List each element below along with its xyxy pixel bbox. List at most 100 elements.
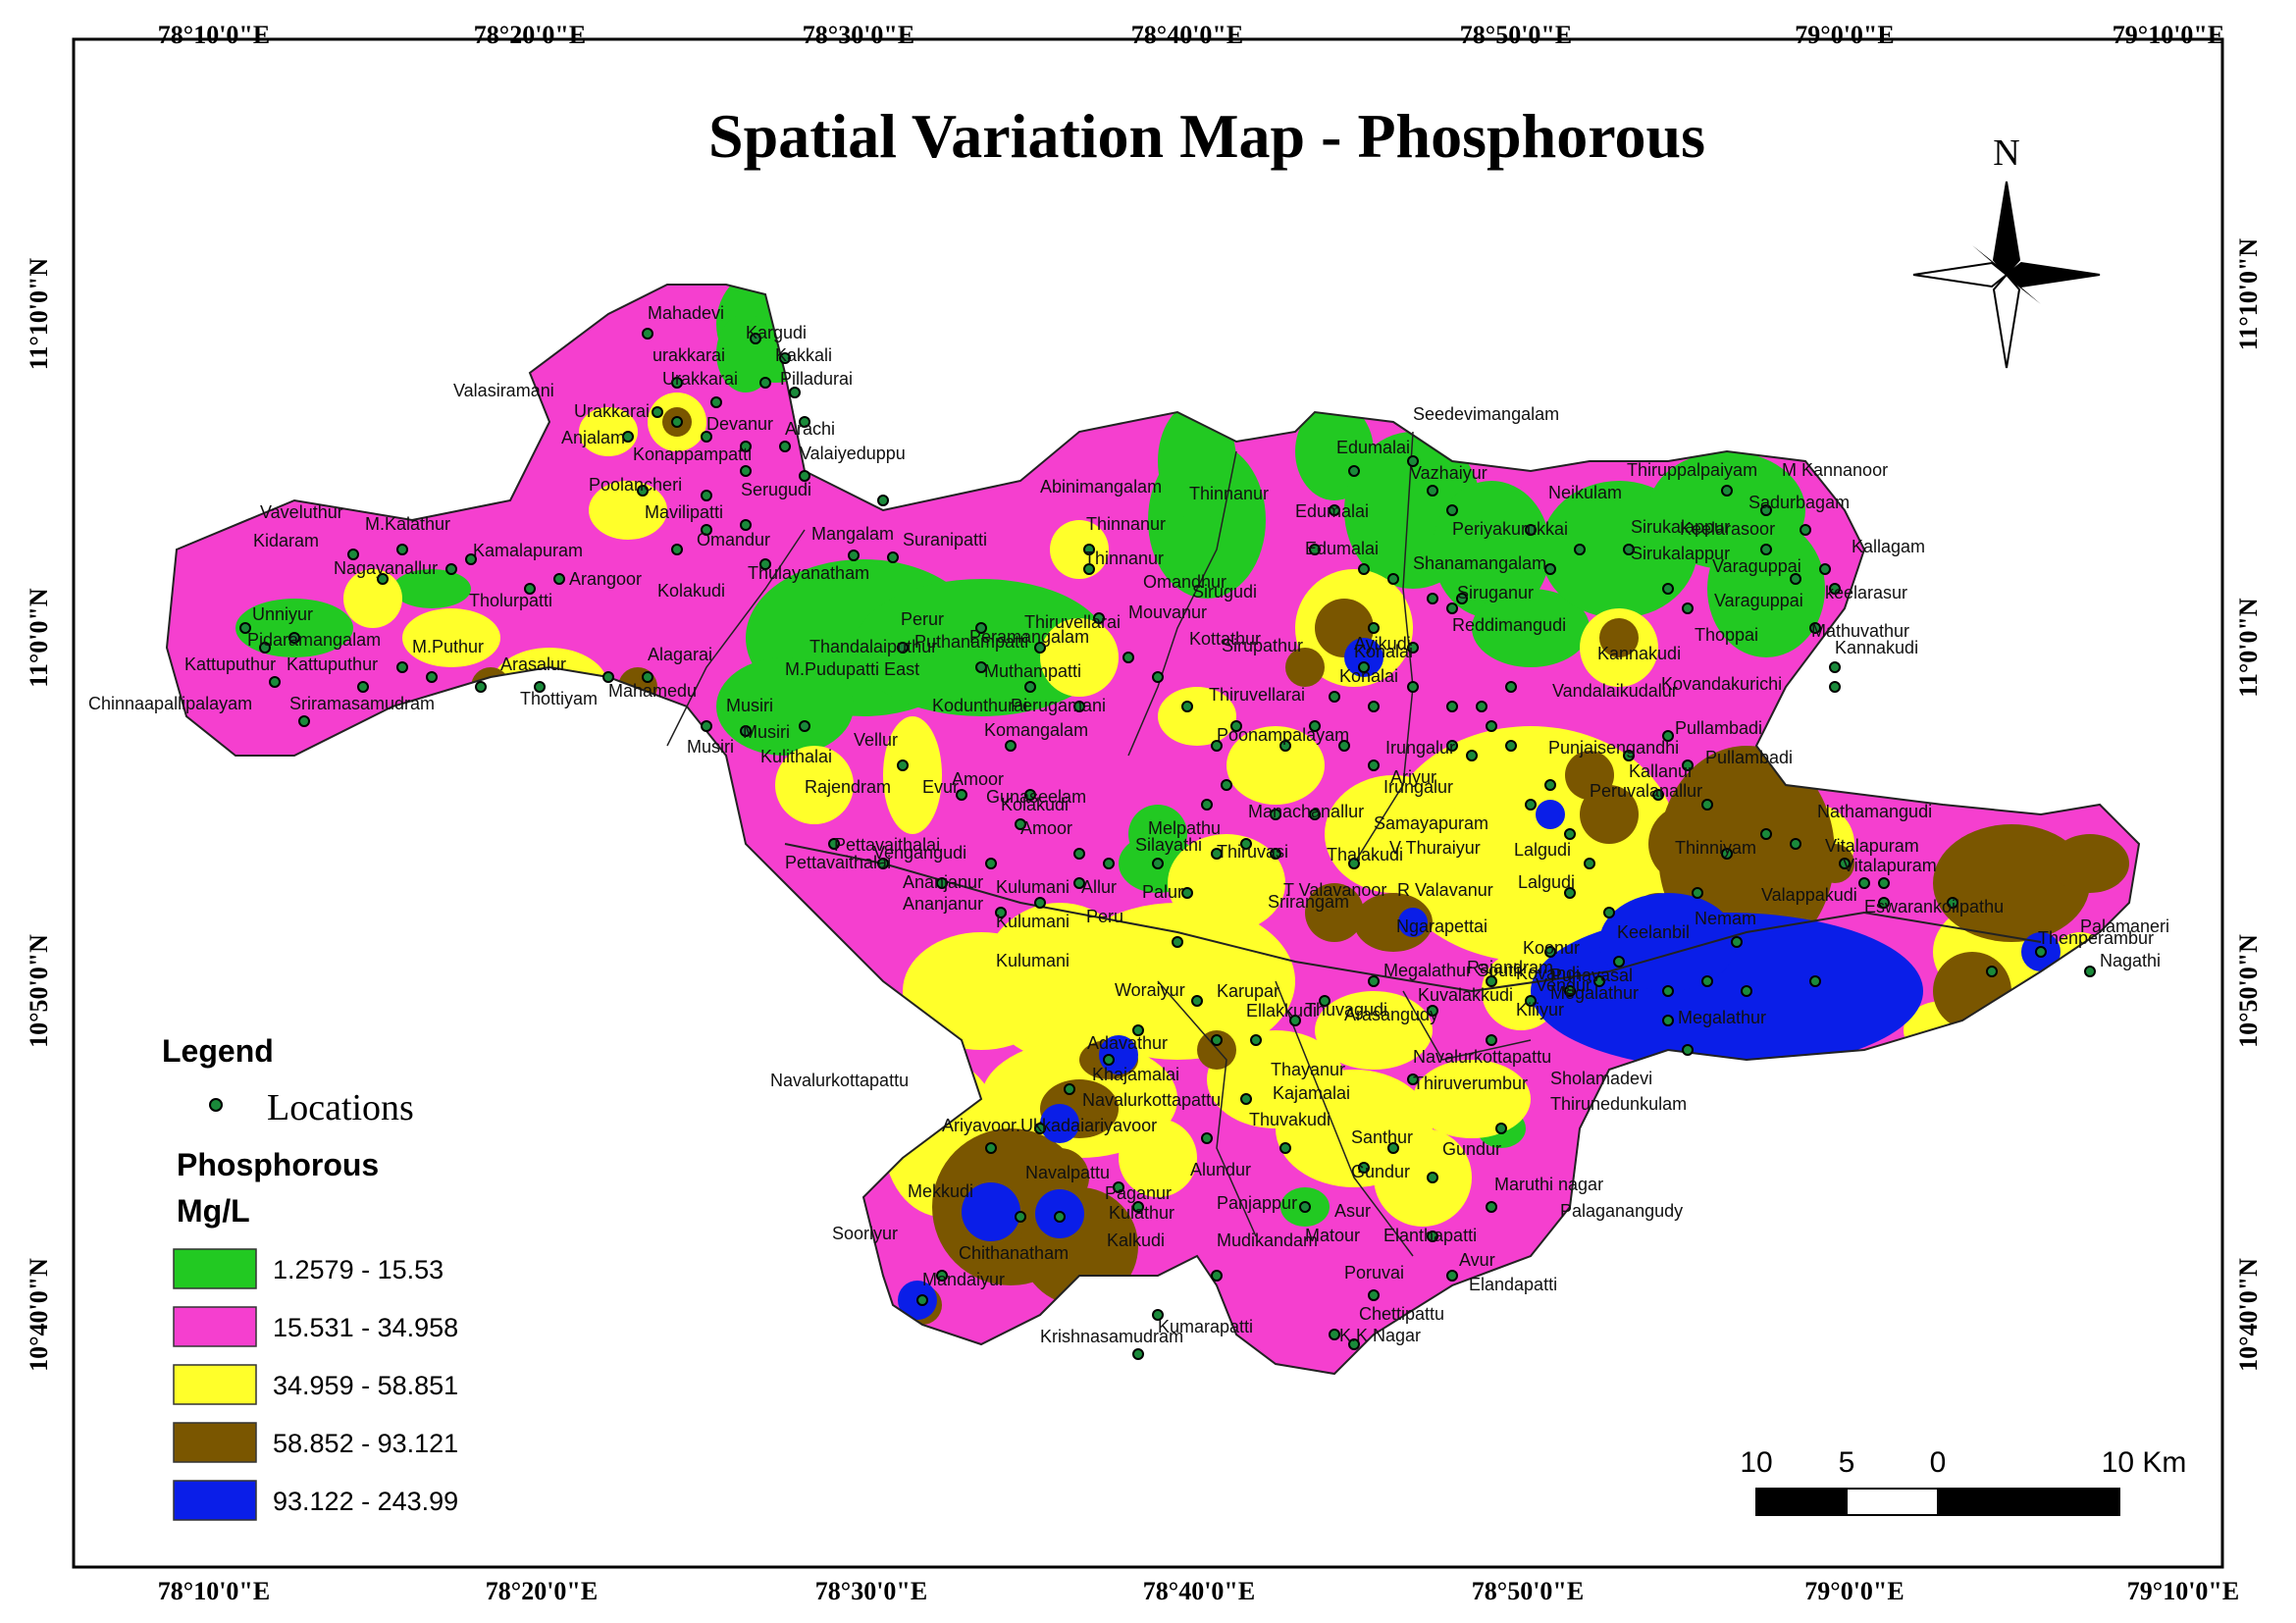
location-point [779,441,791,452]
location-point [877,858,889,869]
place-label: Amoor [1020,818,1072,838]
location-point [553,573,565,585]
place-label: Ariyavoor.Ukkadaiariyavoor [942,1116,1157,1135]
place-label: Periyakurukkai [1452,519,1568,539]
legend-locations-label: Locations [267,1087,414,1128]
place-label: Keelarasoor [1680,519,1775,539]
place-label: Paganur [1105,1183,1172,1203]
location-point [1525,799,1537,811]
place-label: Musiri [743,722,790,742]
class-1-zones [235,285,1825,1227]
place-label: Mahamedu [608,681,697,701]
north-label: N [1993,132,2019,174]
location-point [671,416,683,428]
place-label: Sadurbagam [1748,493,1850,512]
place-label: Amoor [952,769,1004,789]
place-label: Mandaiyur [922,1270,1005,1289]
place-label: Nagathi [2100,951,2161,970]
river-line [784,843,2042,993]
location-point [1652,789,1664,801]
place-label: V Thuraiyur [1389,838,1481,858]
place-label: Palamaneri [2080,916,2169,936]
place-label: Ananjanur [903,872,983,892]
place-label: Avur [1459,1250,1495,1270]
location-point [1427,1172,1438,1183]
location-point [936,1270,948,1282]
coord-bottom-label: 78°50'0"E [1472,1577,1584,1605]
location-point [1682,602,1694,614]
place-label: Arangoor [569,569,642,589]
class-3-zone [343,569,402,628]
location-point [671,377,683,389]
place-label: Sirugudi [1192,582,1257,602]
class-1-zone [1433,481,1550,618]
location-point [534,681,546,693]
location-point [1544,946,1556,958]
class-1-zone [392,569,471,608]
location-point [239,622,251,634]
place-label: Samayapuram [1374,813,1488,833]
place-label: Thiruppalpaiyam [1627,460,1757,480]
place-label: Suranipatti [903,530,987,550]
place-label: Thinnanur [1084,549,1164,568]
legend-class-5: 93.122 - 243.99 [273,1487,458,1516]
location-point [1829,681,1841,693]
location-point [1731,936,1743,948]
place-label: Thalakudi [1327,845,1403,864]
location-point [1407,1073,1419,1085]
location-point [1270,809,1281,820]
place-label: T Valavanoor [1283,880,1386,900]
class-3-zone [402,608,500,667]
place-label: Krishnasamudram [1040,1327,1183,1346]
location-point [1466,750,1478,761]
location-point [1623,544,1635,555]
place-label: Thiruvellarai [1024,612,1121,632]
place-label: Abinimangalam [1040,477,1162,497]
place-label: Thandalaiputhur [809,637,937,656]
place-label: Edumalai [1295,501,1369,521]
location-point [1358,563,1370,575]
location-point [1662,583,1674,595]
place-label: Edumalai [1305,539,1379,558]
place-label: Gundur [1442,1139,1501,1159]
location-point [1692,887,1703,899]
location-point [2035,946,2047,958]
place-label: Asur [1334,1201,1371,1221]
scale-label: 5 [1839,1446,1855,1479]
location-point [1986,966,1998,977]
place-label: Pidaramangalam [247,630,381,650]
place-label: Kumarapatti [1158,1317,1253,1336]
place-label: Thenperambur [2038,928,2154,948]
class-1-zone [1707,520,1825,657]
class-4-zone [1285,648,1325,687]
location-point [1270,848,1281,860]
place-label: K.K Nagar [1339,1326,1421,1345]
location-point [1486,1201,1497,1213]
legend-swatch-class-5 [173,1480,257,1521]
class-4-zone [2051,834,2129,893]
coord-bottom-label: 78°40'0"E [1143,1577,1255,1605]
location-point [710,396,722,408]
location-point [1387,1142,1399,1154]
place-label: Kottathur [1189,629,1261,649]
class-4-zone [1815,844,1854,883]
location-points [239,328,2096,1360]
location-point [1486,975,1497,987]
block-boundary [666,529,806,747]
place-label: Mathuvathur [1811,621,1909,641]
class-5-zone [1536,800,1565,829]
place-label: Mahadevi [648,303,724,323]
block-boundary [1402,990,1532,1061]
location-point [1407,681,1419,693]
place-label: Thuvakudi [1249,1110,1331,1129]
location-point [1034,897,1046,909]
location-point [1525,995,1537,1007]
coord-bottom-label: 79°0'0"E [1804,1577,1904,1605]
place-label: Thayanur [1271,1060,1345,1079]
place-label: Adavathur [1087,1033,1168,1053]
place-label: Serugudi [741,480,811,499]
location-point [1211,848,1223,860]
place-label: Punjaisengandhi [1548,738,1679,758]
location-point [1329,691,1340,703]
place-label: Navalurkottapattu [1082,1090,1221,1110]
